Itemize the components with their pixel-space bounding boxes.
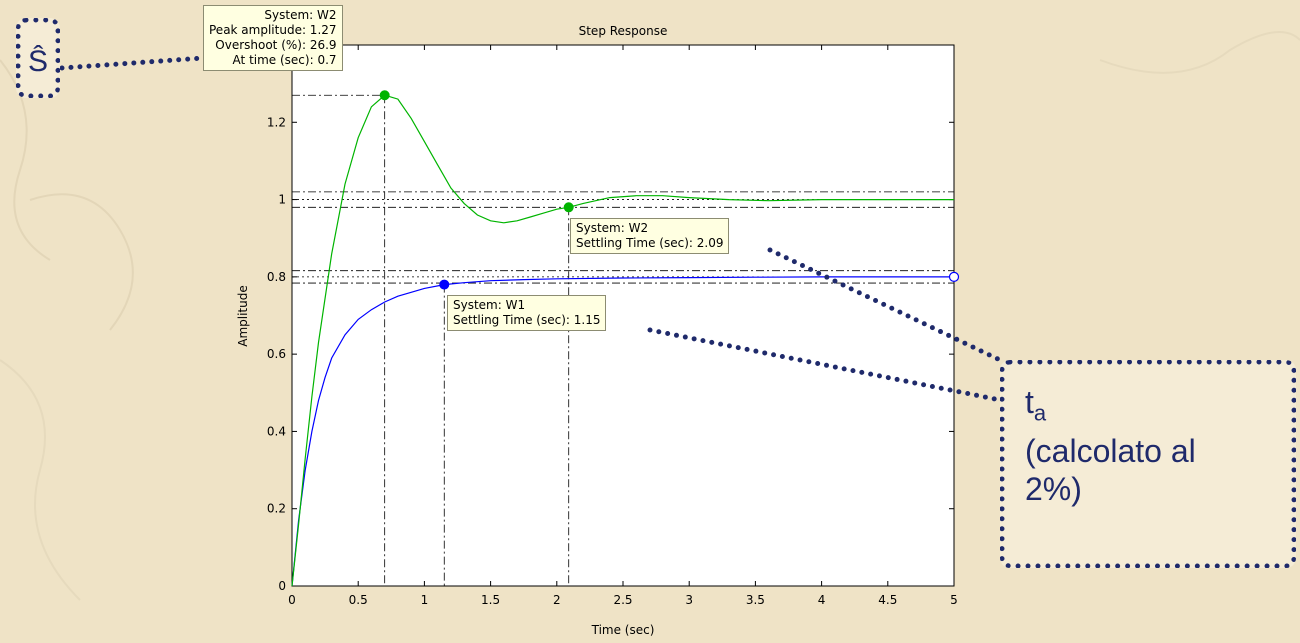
settling-w1-datatip[interactable]: System: W1 Settling Time (sec): 1.15 bbox=[447, 295, 607, 331]
ta-symbol: t bbox=[1025, 384, 1034, 420]
ta-symbol-line: ta bbox=[1025, 383, 1291, 432]
settling-w2-datatip[interactable]: System: W2 Settling Time (sec): 2.09 bbox=[570, 218, 730, 254]
x-tick-label: 3.5 bbox=[746, 593, 765, 607]
marker-peak-w2 bbox=[379, 90, 390, 101]
y-tick-label: 0.8 bbox=[267, 270, 286, 284]
y-tick-label: 0.6 bbox=[267, 347, 286, 361]
datatip-line: Overshoot (%): 26.9 bbox=[215, 38, 337, 52]
datatip-line: Settling Time (sec): 2.09 bbox=[576, 236, 724, 250]
s-hat-symbol: Ŝ bbox=[27, 45, 48, 78]
datatip-line: System: W1 bbox=[453, 298, 526, 312]
y-tick-label: 1.2 bbox=[267, 115, 286, 129]
pointer-settle-w2 bbox=[767, 247, 1003, 363]
ta-note-line-1: (calcolato al bbox=[1025, 433, 1196, 470]
datatip-line: Settling Time (sec): 1.15 bbox=[453, 313, 601, 327]
pointer-settle-w1 bbox=[647, 327, 1003, 403]
settling-time-callout: ta (calcolato al 2%) bbox=[1000, 360, 1296, 568]
y-tick-label: 1 bbox=[278, 193, 286, 207]
plot-area bbox=[291, 44, 955, 587]
x-tick-label: 0.5 bbox=[349, 593, 368, 607]
series-line-w1 bbox=[291, 276, 954, 587]
ta-subscript: a bbox=[1033, 400, 1047, 426]
ta-note-line-2: 2%) bbox=[1025, 471, 1082, 508]
y-tick-label: 0.2 bbox=[267, 502, 286, 516]
x-tick-label: 1 bbox=[421, 593, 429, 607]
x-tick-label: 3 bbox=[685, 593, 693, 607]
pointer-s-hat bbox=[59, 55, 207, 71]
x-tick-label: 1.5 bbox=[481, 593, 500, 607]
y-tick-label: 0.4 bbox=[267, 424, 286, 438]
x-tick-label: 4.5 bbox=[878, 593, 897, 607]
marker-settle-w1 bbox=[439, 279, 450, 290]
marker-end-w1 bbox=[948, 271, 960, 282]
datatip-line: System: W2 bbox=[576, 221, 649, 235]
series-line-w2 bbox=[291, 94, 954, 587]
x-axis-label: Time (sec) bbox=[591, 623, 655, 637]
marker-settle-w2 bbox=[563, 202, 574, 213]
y-axis-label: Amplitude bbox=[236, 285, 250, 347]
peak-datatip[interactable]: System: W2 Peak amplitude: 1.27 Overshoo… bbox=[203, 5, 343, 71]
datatip-line: At time (sec): 0.7 bbox=[232, 53, 337, 67]
x-tick-label: 2 bbox=[553, 593, 561, 607]
x-tick-label: 4 bbox=[818, 593, 826, 607]
x-tick-label: 5 bbox=[950, 593, 958, 607]
datatip-line: Peak amplitude: 1.27 bbox=[209, 23, 337, 37]
x-tick-label: 0 bbox=[288, 593, 296, 607]
datatip-line: System: W2 bbox=[264, 8, 337, 22]
chart-title: Step Response bbox=[579, 24, 668, 38]
y-tick-label: 0 bbox=[278, 579, 286, 593]
overshoot-callout: Ŝ bbox=[16, 18, 60, 98]
x-tick-label: 2.5 bbox=[613, 593, 632, 607]
